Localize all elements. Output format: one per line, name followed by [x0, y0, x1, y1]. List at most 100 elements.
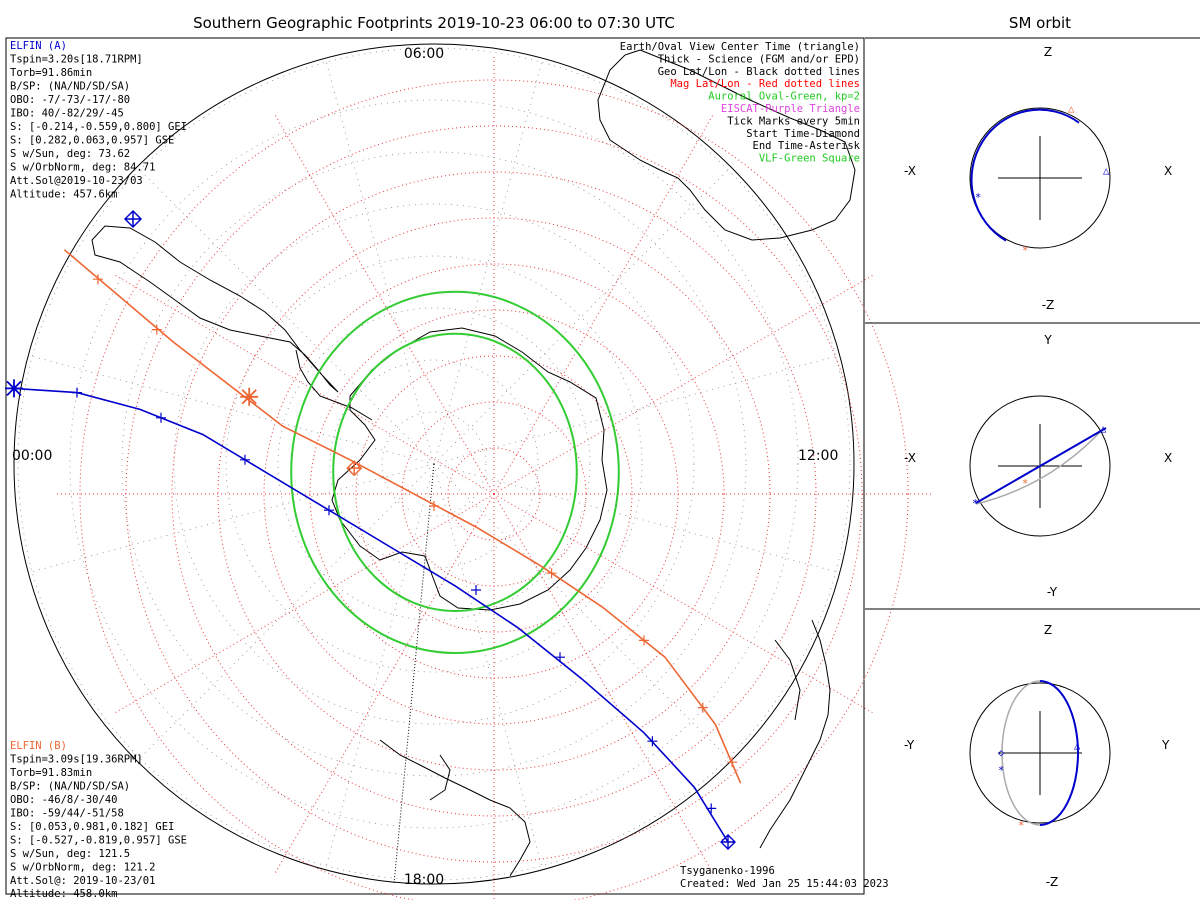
probe-a-line: Tspin=3.20s[18.71RPM] [10, 54, 143, 66]
probe-a-line: IBO: 40/-82/29/-45 [10, 108, 124, 120]
geo-longitude-line [136, 166, 435, 465]
probe-a-line: Altitude: 457.6km [10, 189, 117, 201]
legend-entry: Thick - Science (FGM and/or EPD) [658, 53, 860, 65]
earth-circle [969, 682, 1111, 824]
created-credit: Created: Wed Jan 25 15:44:03 2023 [680, 878, 889, 890]
axis-label-right: Y [1161, 738, 1170, 752]
orbit-plot-xz: △ △ * * [969, 103, 1111, 257]
geo-latitude-circle [381, 411, 487, 517]
auroral-oval-inner [332, 332, 578, 612]
probe-a-diamond-marker: ◇ [998, 747, 1005, 759]
probe-b-line: Torb=91.83min [10, 767, 92, 779]
map-title: Southern Geographic Footprints 2019-10-2… [193, 14, 675, 32]
legend-entry: EISCAT-Purple Triangle [721, 103, 860, 115]
probe-b-tick-mark [639, 635, 649, 646]
orbit-plot-xy: △ * * [969, 395, 1111, 537]
clock-label-right: 12:00 [798, 448, 838, 464]
mag-latitude-circle [355, 355, 633, 633]
probe-b-line: B/SP: (NA/ND/SD/SA) [10, 781, 130, 793]
geo-longitude-line [433, 463, 732, 762]
probe-a-tick-mark [471, 585, 481, 595]
legend-entry: Auroral Oval-Green, kp=2 [708, 91, 860, 103]
probe-a-tick-mark [240, 454, 250, 465]
mag-latitude-circle [79, 79, 909, 900]
probe-b-tick-mark [429, 501, 439, 511]
axis-label-bottom: -Y [1047, 585, 1058, 599]
legend-entry: End Time-Asterisk [753, 140, 861, 152]
axis-label-bottom: -Z [1046, 875, 1059, 889]
clock-label-bottom: 18:00 [404, 872, 444, 888]
probe-b-line: OBO: -46/8/-30/40 [10, 794, 117, 806]
mag-latitude-circle [447, 447, 541, 541]
probe-a-orbit [970, 108, 1080, 242]
legend-entry: Mag Lat/Lon - Red dotted lines [670, 78, 860, 90]
earth-circle [969, 107, 1111, 249]
mag-longitude-line [493, 493, 876, 715]
africa-coast [379, 739, 531, 877]
geo-longitude-line [28, 463, 435, 574]
australia-coast [597, 49, 856, 241]
model-credit: Tsyganenko-1996 [680, 865, 775, 877]
mag-longitude-line [112, 493, 495, 715]
probe-a-tick-mark [72, 387, 82, 398]
axis-label-top: Z [1044, 623, 1052, 637]
legend-entry: VLF-Green Square [759, 153, 860, 165]
probe-a-asterisk-marker: * [972, 498, 978, 510]
probe-a-start-diamond [123, 209, 143, 229]
auroral-oval-outer [290, 290, 620, 654]
orbit-plot-yz: △ * * ◇ [969, 680, 1111, 832]
clock-label-left: 00:00 [12, 448, 52, 464]
axis-label-right: X [1164, 164, 1172, 178]
mag-longitude-line [493, 273, 876, 495]
probe-a-line: OBO: -7/-73/-17/-80 [10, 94, 130, 106]
mag-longitude-line [273, 493, 495, 876]
probe-a-orbit [975, 427, 1107, 504]
probe-b-line: Att.Sol@: 2019-10-23/01 [10, 875, 155, 887]
probe-b-tick-mark [546, 568, 557, 579]
mag-longitude-line [273, 112, 495, 495]
probe-a-line: Torb=91.86min [10, 67, 92, 79]
geo-longitude-line [136, 463, 435, 762]
new-zealand-coast [759, 619, 831, 849]
axis-label-top: Y [1043, 333, 1052, 347]
orbit-panel-xz: Z -Z -X X △ △ * * [904, 45, 1172, 312]
probe-b-info: ELFIN (B) Tspin=3.09s[19.36RPM] Torb=91.… [10, 740, 187, 900]
geo-longitude-line [433, 463, 544, 870]
probe-b-start-diamond [346, 460, 363, 477]
probe-b-tick-mark [727, 757, 738, 768]
geo-meridian-line [393, 463, 435, 885]
geo-latitude-circle [17, 47, 851, 881]
legend-entry: Geo Lat/Lon - Black dotted lines [658, 66, 860, 78]
probe-b-tick-mark [697, 702, 708, 713]
south-america-coast [91, 225, 339, 393]
axis-label-left: -Y [904, 738, 915, 752]
probe-b-line: S: [0.053,0.981,0.182] GEI [10, 821, 174, 833]
probe-b-line: IBO: -59/44/-51/58 [10, 808, 124, 820]
axis-label-top: Z [1044, 45, 1052, 59]
geo-longitude-line [324, 58, 435, 465]
probe-a-end-asterisk [5, 379, 23, 398]
probe-a-line: S w/Sun, deg: 73.62 [10, 148, 130, 160]
probe-a-track [13, 387, 729, 843]
geo-latitude-circle [121, 151, 747, 777]
footprint-tracks [5, 209, 742, 850]
geo-latitude-circle [69, 99, 799, 829]
geo-longitude-line [433, 463, 840, 574]
probe-b-line: S: [-0.527,-0.819,0.957] GSE [10, 835, 187, 847]
geo-latitude-circle [277, 307, 591, 621]
geo-longitude-line [324, 463, 435, 870]
axis-label-left: -X [904, 451, 916, 465]
probe-a-line: S w/OrbNorm, deg: 84.71 [10, 162, 155, 174]
mag-longitude-line [493, 493, 715, 876]
legend-entry: Earth/Oval View Center Time (triangle) [620, 41, 860, 53]
probe-a-info: ELFIN (A) Tspin=3.20s[18.71RPM] Torb=91.… [10, 40, 187, 201]
legend-entry: Tick Marks every 5min [727, 115, 860, 127]
antarctic-peninsula [295, 349, 373, 421]
probe-b-line: Tspin=3.09s[19.36RPM] [10, 754, 143, 766]
coastlines [91, 49, 856, 877]
map-boundary-circle [13, 43, 855, 885]
probe-a-triangle-marker: △ [1074, 740, 1081, 752]
mag-longitude-line [112, 273, 495, 495]
probe-b-asterisk-marker: * [1022, 478, 1028, 490]
legend-entry: Start Time-Diamond [746, 128, 860, 140]
